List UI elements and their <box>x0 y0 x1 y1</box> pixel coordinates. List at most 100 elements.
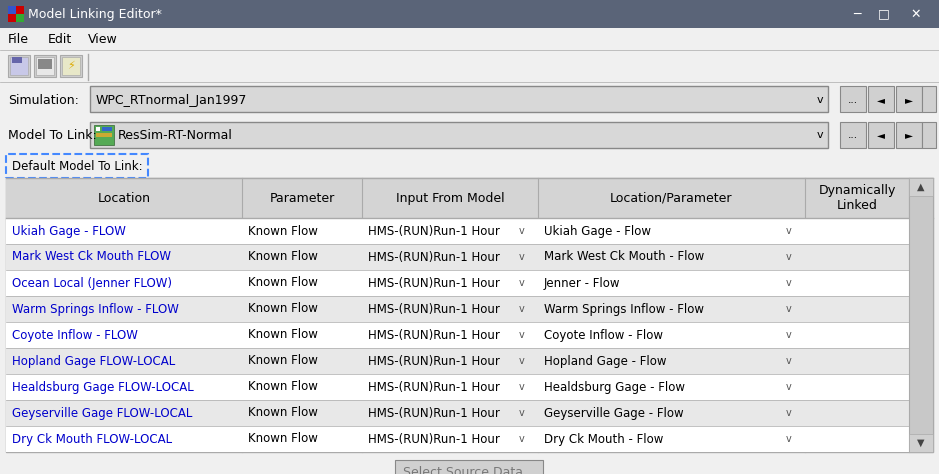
Text: v: v <box>817 95 824 105</box>
Text: Hopland Gage - Flow: Hopland Gage - Flow <box>544 355 667 367</box>
Bar <box>6 270 909 296</box>
Bar <box>16 14 24 22</box>
Bar <box>6 218 909 244</box>
Text: Known Flow: Known Flow <box>248 225 318 237</box>
Text: HMS-(RUN)Run-1 Hour: HMS-(RUN)Run-1 Hour <box>368 407 500 419</box>
Text: ResSim-RT-Normal: ResSim-RT-Normal <box>118 128 233 142</box>
Text: Known Flow: Known Flow <box>248 381 318 393</box>
Text: Dry Ck Mouth - Flow: Dry Ck Mouth - Flow <box>544 432 663 446</box>
Text: Simulation:: Simulation: <box>8 93 79 107</box>
Text: ◄: ◄ <box>877 130 885 140</box>
Bar <box>8 6 16 14</box>
Text: Select Source Data...: Select Source Data... <box>403 465 535 474</box>
Bar <box>62 57 80 75</box>
Text: HMS-(RUN)Run-1 Hour: HMS-(RUN)Run-1 Hour <box>368 355 500 367</box>
Bar <box>102 127 112 131</box>
Text: v: v <box>786 226 792 236</box>
Text: HMS-(RUN)Run-1 Hour: HMS-(RUN)Run-1 Hour <box>368 328 500 341</box>
Bar <box>96 133 112 137</box>
Text: v: v <box>519 278 525 288</box>
Text: Ocean Local (Jenner FLOW): Ocean Local (Jenner FLOW) <box>12 276 172 290</box>
Text: v: v <box>786 252 792 262</box>
Bar <box>909 178 933 452</box>
Text: ✕: ✕ <box>911 8 921 20</box>
Bar <box>8 6 24 22</box>
Text: Dynamically
Linked: Dynamically Linked <box>818 184 896 212</box>
Text: v: v <box>786 278 792 288</box>
Text: HMS-(RUN)Run-1 Hour: HMS-(RUN)Run-1 Hour <box>368 432 500 446</box>
Bar <box>922 86 936 112</box>
Text: View: View <box>88 33 117 46</box>
Bar <box>896 122 922 148</box>
Text: v: v <box>786 434 792 444</box>
Text: Ukiah Gage - FLOW: Ukiah Gage - FLOW <box>12 225 126 237</box>
Text: File: File <box>8 33 29 46</box>
Bar <box>6 244 909 270</box>
Bar <box>922 122 936 148</box>
Bar <box>6 400 909 426</box>
Text: □: □ <box>878 8 890 20</box>
Text: HMS-(RUN)Run-1 Hour: HMS-(RUN)Run-1 Hour <box>368 276 500 290</box>
Text: v: v <box>519 304 525 314</box>
Bar <box>0 0 939 28</box>
Text: v: v <box>519 252 525 262</box>
Text: v: v <box>519 330 525 340</box>
Bar <box>6 426 909 452</box>
Text: ▼: ▼ <box>917 438 925 448</box>
Bar <box>868 86 894 112</box>
Text: HMS-(RUN)Run-1 Hour: HMS-(RUN)Run-1 Hour <box>368 302 500 316</box>
Bar <box>60 55 82 77</box>
Bar <box>94 125 114 145</box>
Text: Warm Springs Inflow - Flow: Warm Springs Inflow - Flow <box>544 302 704 316</box>
Text: Edit: Edit <box>48 33 72 46</box>
Text: v: v <box>519 382 525 392</box>
Text: Parameter: Parameter <box>269 191 334 204</box>
Text: HMS-(RUN)Run-1 Hour: HMS-(RUN)Run-1 Hour <box>368 250 500 264</box>
Text: HMS-(RUN)Run-1 Hour: HMS-(RUN)Run-1 Hour <box>368 381 500 393</box>
Text: Known Flow: Known Flow <box>248 355 318 367</box>
Bar <box>6 178 933 452</box>
Bar <box>6 374 909 400</box>
Text: v: v <box>519 356 525 366</box>
Text: 🔍: 🔍 <box>915 191 923 205</box>
Bar <box>38 59 52 69</box>
Bar <box>12 57 22 63</box>
Text: Known Flow: Known Flow <box>248 407 318 419</box>
Bar <box>0 50 939 82</box>
Text: Jenner - Flow: Jenner - Flow <box>544 276 621 290</box>
Bar <box>0 28 939 50</box>
Bar <box>6 296 909 322</box>
Text: Warm Springs Inflow - FLOW: Warm Springs Inflow - FLOW <box>12 302 178 316</box>
Bar <box>395 460 543 474</box>
Text: HMS-(RUN)Run-1 Hour: HMS-(RUN)Run-1 Hour <box>368 225 500 237</box>
Text: Known Flow: Known Flow <box>248 302 318 316</box>
Bar <box>909 434 933 452</box>
Bar <box>8 55 30 77</box>
Text: Model To Link:: Model To Link: <box>8 128 97 142</box>
Text: Input From Model: Input From Model <box>395 191 504 204</box>
Text: ...: ... <box>848 95 858 105</box>
Text: ►: ► <box>905 95 913 105</box>
Bar <box>10 57 28 75</box>
Bar <box>90 122 828 148</box>
Bar <box>6 348 909 374</box>
Bar <box>36 57 54 75</box>
Text: Known Flow: Known Flow <box>248 276 318 290</box>
Text: Default Model To Link:: Default Model To Link: <box>11 159 143 173</box>
Text: v: v <box>786 382 792 392</box>
Text: Geyserville Gage FLOW-LOCAL: Geyserville Gage FLOW-LOCAL <box>12 407 192 419</box>
Text: Coyote Inflow - Flow: Coyote Inflow - Flow <box>544 328 663 341</box>
Text: ...: ... <box>848 130 858 140</box>
Text: Known Flow: Known Flow <box>248 328 318 341</box>
Text: Healdsburg Gage FLOW-LOCAL: Healdsburg Gage FLOW-LOCAL <box>12 381 193 393</box>
Text: ►: ► <box>905 130 913 140</box>
Text: v: v <box>786 408 792 418</box>
Text: Mark West Ck Mouth FLOW: Mark West Ck Mouth FLOW <box>12 250 171 264</box>
Text: ─: ─ <box>854 8 861 20</box>
Text: ▲: ▲ <box>917 182 925 192</box>
Text: v: v <box>519 434 525 444</box>
Bar <box>6 322 909 348</box>
Bar <box>6 154 148 178</box>
Text: Location: Location <box>98 191 150 204</box>
Text: Coyote Inflow - FLOW: Coyote Inflow - FLOW <box>12 328 138 341</box>
